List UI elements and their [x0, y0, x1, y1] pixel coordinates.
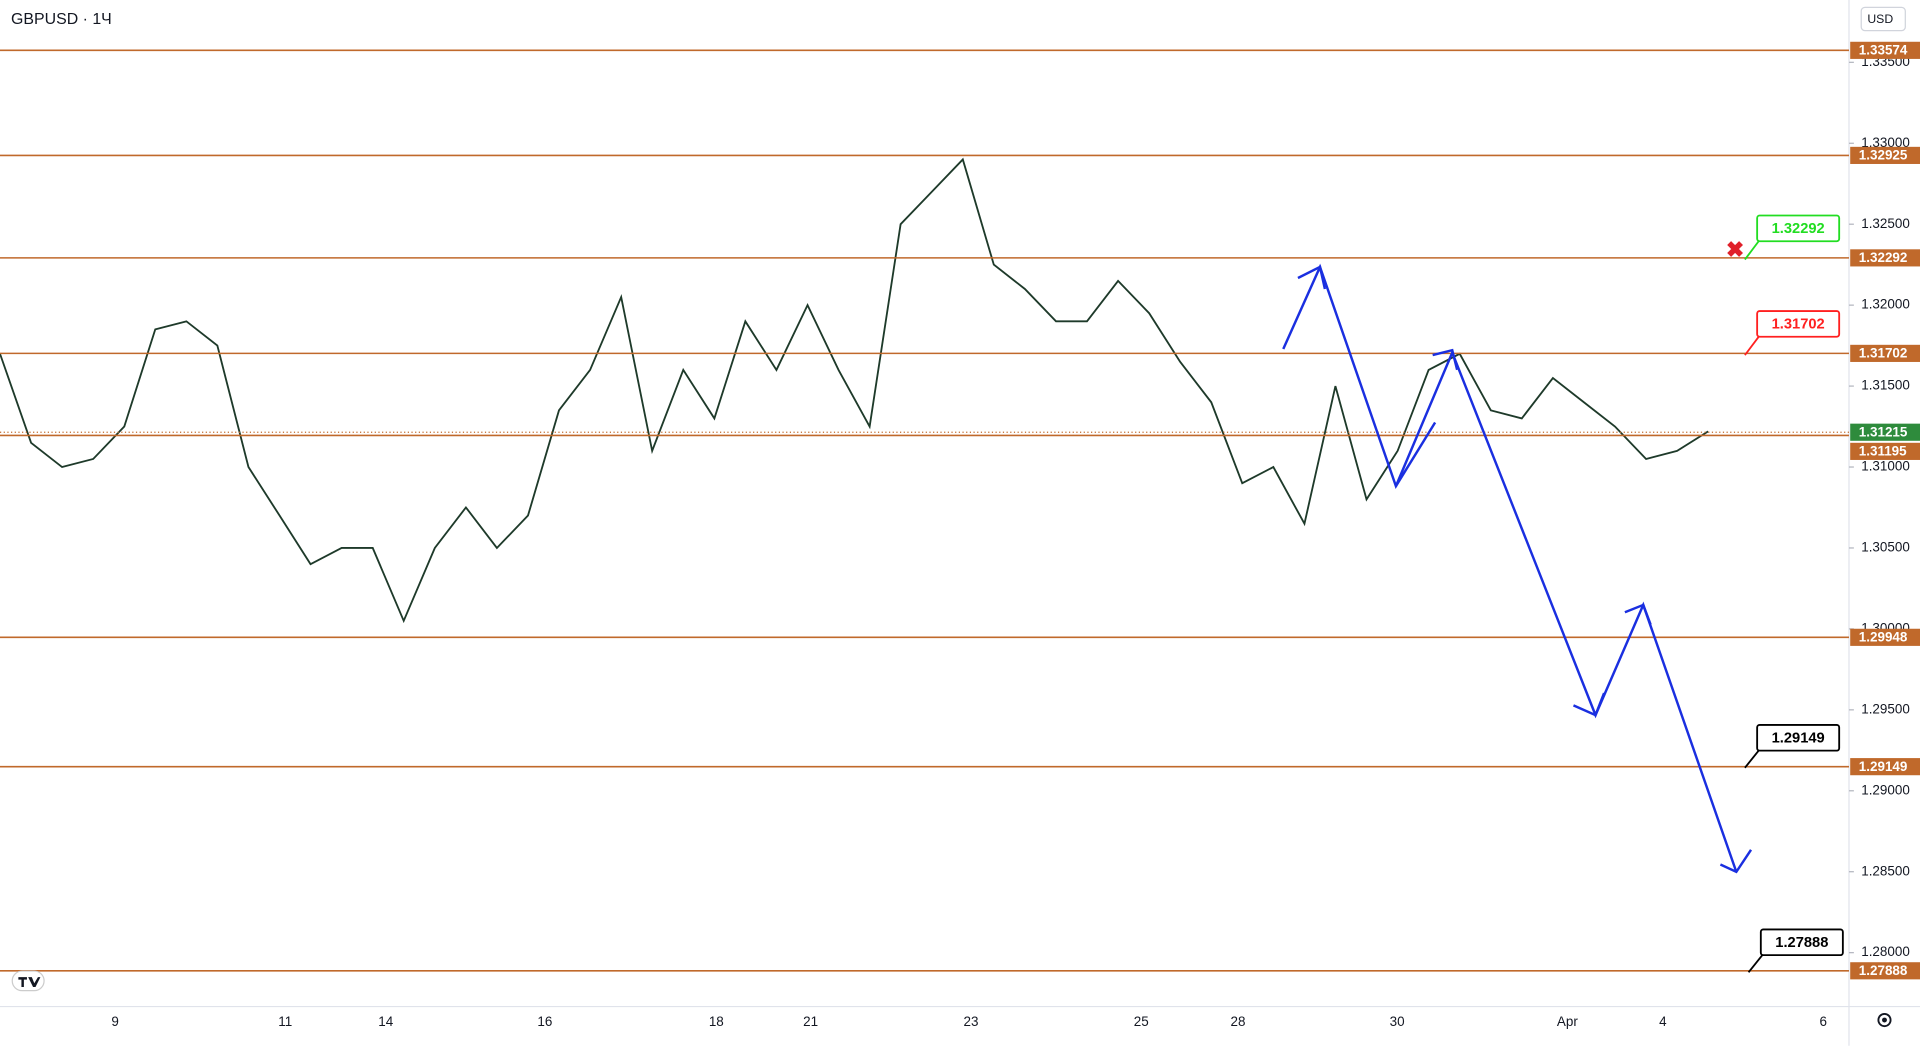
gear[interactable] — [1877, 1012, 1892, 1028]
level-axis-box — [1850, 962, 1920, 980]
level-axis-label: 1.32292 — [1859, 250, 1908, 265]
arrow-head — [1297, 265, 1327, 290]
callout-label: 1.27888 — [1775, 935, 1828, 951]
callout-box — [1756, 310, 1841, 338]
x-tick-label: 6 — [1820, 1014, 1827, 1029]
x-tick-label: Apr — [1557, 1014, 1578, 1029]
level-axis-label: 1.29948 — [1859, 629, 1908, 644]
x-tick-label: 14 — [378, 1014, 393, 1029]
level-axis-box — [1850, 423, 1920, 441]
y-tick-label: 1.30500 — [1861, 540, 1910, 555]
x-tick-label: 9 — [111, 1014, 118, 1029]
arrow-head — [1624, 603, 1652, 625]
symbol-title: GBPUSD · 1Ч — [11, 11, 112, 28]
level-axis-label: 1.29149 — [1859, 759, 1908, 774]
level-axis-box — [1850, 146, 1920, 164]
callout-box — [1759, 928, 1844, 957]
settings-icon[interactable] — [1877, 1012, 1892, 1028]
callout-pointer — [1747, 953, 1764, 973]
cancel-mark: ✖ — [1726, 237, 1744, 262]
projection-arrows — [1282, 263, 1753, 874]
y-tick-label: 1.29000 — [1861, 782, 1910, 797]
level-axis-label: 1.32925 — [1859, 148, 1908, 163]
arrow-head — [1432, 348, 1459, 371]
arrow-head — [1719, 849, 1753, 874]
level-axis-label: 1.33574 — [1859, 43, 1908, 58]
x-tick-label: 28 — [1230, 1014, 1245, 1029]
level-axis-label: 1.31215 — [1859, 424, 1908, 439]
y-tick-label: 1.32000 — [1861, 297, 1910, 312]
price-line — [0, 157, 1709, 624]
level-axis-box — [1850, 628, 1920, 646]
y-tick-label: 1.28000 — [1861, 944, 1910, 959]
level-axis-box — [1850, 344, 1920, 362]
level-axis-box — [1850, 249, 1920, 267]
y-tick-label: 1.31000 — [1861, 459, 1910, 474]
callout-box — [1756, 214, 1841, 243]
level-axis-box — [1850, 758, 1920, 776]
level-axis-label: 1.27888 — [1859, 963, 1908, 978]
x-tick-label: 23 — [964, 1014, 979, 1029]
callout-label: 1.29149 — [1772, 730, 1825, 746]
level-axis-box — [1850, 41, 1920, 59]
level-axis-label: 1.31195 — [1859, 444, 1907, 459]
x-tick-label: 11 — [278, 1014, 292, 1029]
callout-pointer — [1744, 334, 1761, 356]
x-tick-label: 25 — [1134, 1014, 1149, 1029]
currency-button[interactable] — [1860, 6, 1906, 32]
callout-box — [1756, 724, 1841, 752]
callout-pointer — [1744, 748, 1761, 769]
logo-frame — [11, 970, 45, 992]
gear-hub[interactable] — [1882, 1017, 1887, 1023]
y-tick-label: 1.32500 — [1861, 216, 1910, 231]
logo-glyph — [18, 977, 41, 987]
callout-pointer — [1744, 239, 1761, 261]
x-tick-label: 18 — [709, 1014, 724, 1029]
logo — [11, 970, 45, 992]
y-tick-label: 1.28500 — [1861, 863, 1910, 878]
x-tick-label: 21 — [803, 1014, 818, 1029]
plot-layer: 1.280001.285001.290001.295001.300001.305… — [0, 41, 1920, 1029]
x-tick-label: 4 — [1659, 1014, 1667, 1029]
currency-label[interactable]: USD — [1867, 12, 1893, 26]
y-tick-label: 1.33000 — [1861, 135, 1910, 150]
callout-label: 1.32292 — [1772, 221, 1825, 237]
level-axis-label: 1.31702 — [1859, 346, 1908, 361]
x-tick-label: 30 — [1390, 1014, 1405, 1029]
callout-label: 1.31702 — [1772, 316, 1825, 332]
level-axis-box — [1850, 442, 1920, 460]
y-tick-label: 1.31500 — [1861, 378, 1910, 393]
x-tick-label: 16 — [537, 1014, 552, 1029]
y-tick-label: 1.29500 — [1861, 701, 1910, 716]
arrow-head — [1572, 692, 1606, 717]
projection-path — [1282, 263, 1437, 489]
